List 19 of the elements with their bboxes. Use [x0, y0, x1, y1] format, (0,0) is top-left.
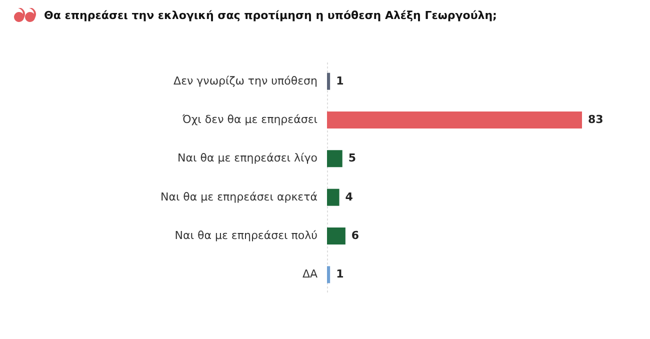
chart-title: Θα επηρεάσει την εκλογική σας προτίμηση η υπόθεση Αλέξη Γεωργούλη;: [44, 8, 497, 22]
data-label: 5: [348, 152, 356, 165]
y-tick-label: Δεν γνωρίζω την υπόθεση: [174, 74, 318, 88]
data-label: 4: [345, 190, 354, 204]
y-tick-label: ΔΑ: [302, 268, 318, 281]
data-label: 1: [336, 268, 344, 281]
y-tick-label: Όχι δεν θα με επηρεάσει: [181, 113, 318, 126]
bar: [327, 112, 582, 128]
data-label: 1: [336, 74, 344, 88]
y-tick-label: Ναι θα με επηρεάσει πολύ: [174, 229, 318, 242]
bar: [327, 188, 340, 206]
bar: [327, 150, 342, 168]
bar: [327, 72, 330, 90]
y-tick-label: Ναι θα με επηρεάσει αρκετά: [160, 190, 318, 204]
data-label: 83: [588, 113, 604, 126]
data-label: 6: [351, 229, 360, 242]
bar: [327, 266, 330, 284]
y-tick-label: Ναι θα με επηρεάσει λίγο: [178, 152, 318, 165]
bar: [327, 228, 346, 244]
